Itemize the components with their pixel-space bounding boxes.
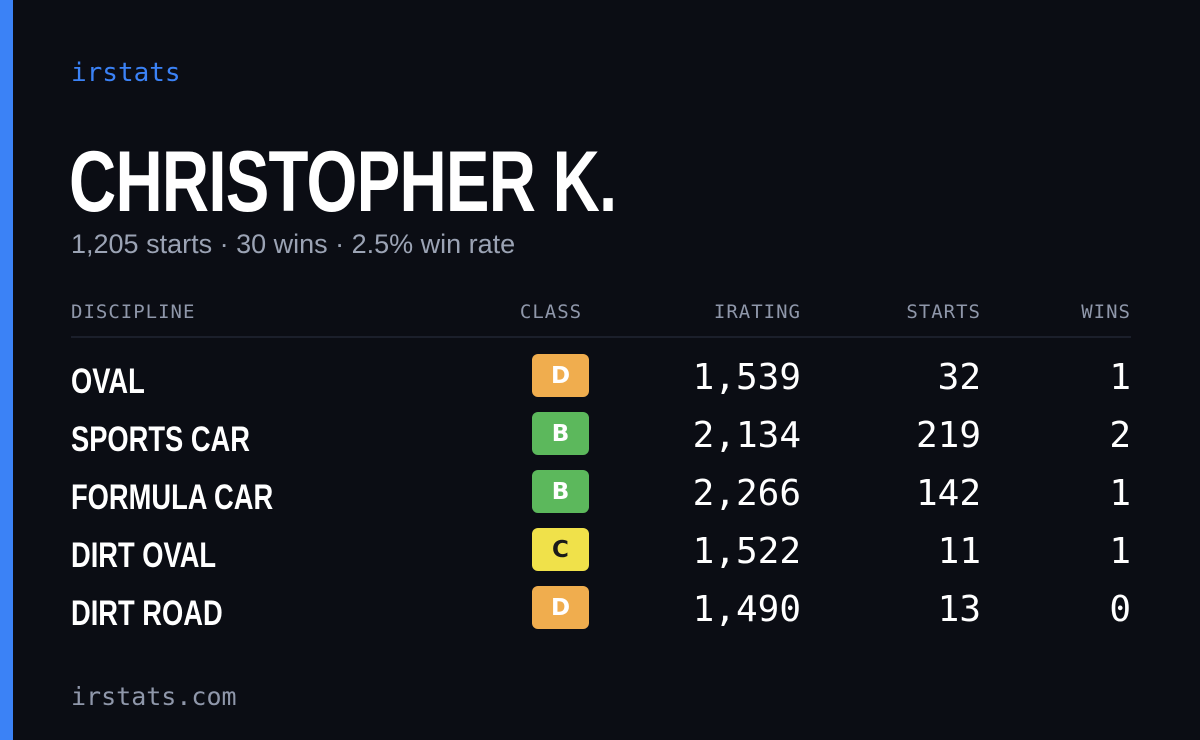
class-badge: B <box>532 470 589 513</box>
discipline-name: FORMULA CAR <box>71 478 274 517</box>
class-badge: D <box>532 586 589 629</box>
wins-value: 1 <box>1109 531 1131 572</box>
table-row: DIRT OVAL C 1,522 11 1 <box>71 526 1131 584</box>
irating-value: 1,522 <box>692 531 801 572</box>
starts-value: 32 <box>937 357 981 398</box>
wins-value: 0 <box>1109 589 1131 630</box>
discipline-name: OVAL <box>71 362 145 401</box>
player-summary: 1,205 starts · 30 wins · 2.5% win rate <box>71 229 516 259</box>
class-badge: D <box>532 354 589 397</box>
irating-value: 1,539 <box>692 357 801 398</box>
table-row: FORMULA CAR B 2,266 142 1 <box>71 468 1131 526</box>
stats-table: DISCIPLINE CLASS IRATING STARTS WINS OVA… <box>71 293 1131 633</box>
starts-value: 142 <box>915 473 981 514</box>
discipline-name: DIRT ROAD <box>71 594 223 633</box>
wins-value: 1 <box>1109 473 1131 514</box>
starts-value: 219 <box>915 415 981 456</box>
irating-value: 1,490 <box>692 589 801 630</box>
discipline-name: SPORTS CAR <box>71 420 250 459</box>
starts-value: 11 <box>937 531 981 572</box>
class-badge: B <box>532 412 589 455</box>
table-header: DISCIPLINE CLASS IRATING STARTS WINS <box>71 293 1131 338</box>
wins-value: 1 <box>1109 357 1131 398</box>
player-name: CHRISTOPHER K. <box>69 134 617 230</box>
table-row: DIRT ROAD D 1,490 13 0 <box>71 584 1131 642</box>
wins-value: 2 <box>1109 415 1131 456</box>
accent-bar <box>0 0 13 740</box>
header-irating: IRATING <box>713 301 801 323</box>
header-class: CLASS <box>519 301 583 323</box>
irating-value: 2,266 <box>692 473 801 514</box>
header-discipline: DISCIPLINE <box>71 301 196 323</box>
irating-value: 2,134 <box>692 415 801 456</box>
table-row: SPORTS CAR B 2,134 219 2 <box>71 410 1131 468</box>
brand-logo: irstats <box>71 58 181 88</box>
starts-value: 13 <box>937 589 981 630</box>
discipline-name: DIRT OVAL <box>71 536 217 575</box>
class-badge: C <box>532 528 589 571</box>
header-wins: WINS <box>1081 301 1131 323</box>
footer-url: irstats.com <box>71 682 237 711</box>
header-starts: STARTS <box>906 301 981 323</box>
table-body: OVAL D 1,539 32 1 SPORTS CAR B 2,134 219… <box>71 352 1131 642</box>
table-row: OVAL D 1,539 32 1 <box>71 352 1131 410</box>
